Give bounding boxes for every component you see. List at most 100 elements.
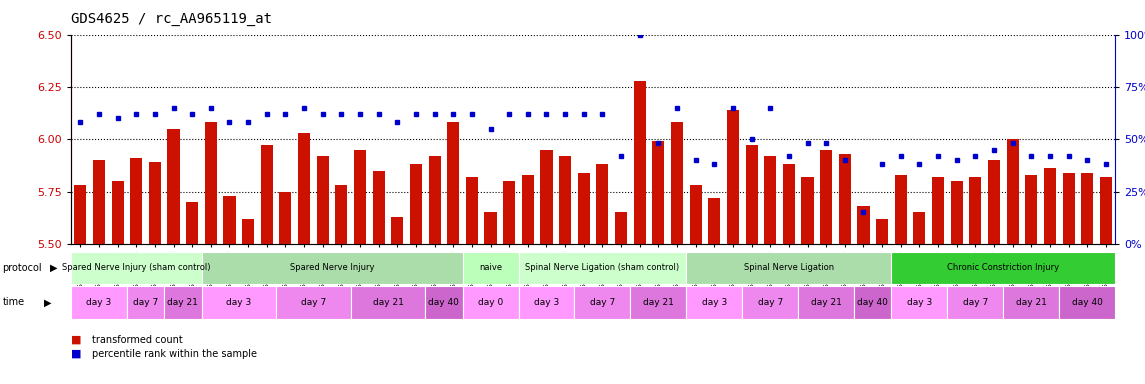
Text: Spinal Nerve Ligation: Spinal Nerve Ligation	[744, 263, 834, 272]
Text: Chronic Constriction Injury: Chronic Constriction Injury	[947, 263, 1059, 272]
Text: day 40: day 40	[428, 298, 459, 307]
Text: time: time	[2, 297, 24, 308]
Bar	[894, 175, 907, 244]
Text: day 7: day 7	[963, 298, 988, 307]
Bar	[709, 198, 720, 244]
Bar	[261, 146, 273, 244]
Bar	[1100, 177, 1112, 244]
Bar	[392, 217, 403, 244]
Bar	[372, 170, 385, 244]
Bar	[1059, 286, 1115, 319]
Bar	[242, 219, 254, 244]
Bar	[615, 212, 627, 244]
Bar	[988, 160, 1000, 244]
Bar	[892, 252, 1115, 284]
Bar	[1081, 173, 1093, 244]
Bar	[839, 154, 851, 244]
Bar	[202, 252, 463, 284]
Text: percentile rank within the sample: percentile rank within the sample	[92, 349, 256, 359]
Text: day 21: day 21	[167, 298, 198, 307]
Text: ▶: ▶	[44, 297, 52, 308]
Bar	[820, 150, 832, 244]
Bar	[519, 286, 575, 319]
Bar	[686, 252, 892, 284]
Bar	[463, 286, 519, 319]
Bar	[279, 192, 292, 244]
Text: protocol: protocol	[2, 263, 42, 273]
Bar	[131, 158, 142, 244]
Text: naive: naive	[479, 263, 503, 272]
Bar	[317, 156, 329, 244]
Bar	[1003, 286, 1059, 319]
Text: day 3: day 3	[534, 298, 559, 307]
Bar	[463, 252, 519, 284]
Bar	[854, 286, 892, 319]
Bar	[914, 212, 925, 244]
Bar	[466, 177, 477, 244]
Bar	[111, 181, 124, 244]
Text: day 7: day 7	[758, 298, 783, 307]
Bar	[519, 252, 686, 284]
Bar	[164, 286, 202, 319]
Bar	[223, 196, 236, 244]
Text: Spinal Nerve Ligation (sham control): Spinal Nerve Ligation (sham control)	[526, 263, 679, 272]
Text: day 3: day 3	[702, 298, 727, 307]
Bar	[276, 286, 350, 319]
Text: day 21: day 21	[643, 298, 673, 307]
Bar	[892, 286, 947, 319]
Bar	[335, 185, 347, 244]
Bar	[1025, 175, 1037, 244]
Bar	[1063, 173, 1075, 244]
Text: day 7: day 7	[133, 298, 158, 307]
Bar	[950, 181, 963, 244]
Bar	[127, 286, 164, 319]
Bar	[202, 286, 276, 319]
Bar	[71, 286, 127, 319]
Bar	[686, 286, 742, 319]
Bar	[167, 129, 180, 244]
Bar	[970, 177, 981, 244]
Bar	[798, 286, 854, 319]
Text: day 21: day 21	[811, 298, 842, 307]
Bar	[802, 177, 814, 244]
Text: day 3: day 3	[907, 298, 932, 307]
Bar	[671, 122, 684, 244]
Bar	[503, 181, 515, 244]
Bar	[764, 156, 776, 244]
Text: ■: ■	[71, 335, 81, 345]
Bar	[350, 286, 425, 319]
Text: day 3: day 3	[86, 298, 111, 307]
Bar	[631, 286, 686, 319]
Text: day 3: day 3	[227, 298, 252, 307]
Bar	[74, 185, 86, 244]
Bar	[1006, 139, 1019, 244]
Bar	[727, 110, 739, 244]
Bar	[484, 212, 497, 244]
Bar	[149, 162, 161, 244]
Bar	[578, 173, 590, 244]
Text: day 40: day 40	[858, 298, 889, 307]
Bar	[448, 122, 459, 244]
Bar	[633, 81, 646, 244]
Text: day 21: day 21	[372, 298, 403, 307]
Bar	[575, 286, 631, 319]
Bar	[858, 206, 869, 244]
Text: ■: ■	[71, 349, 81, 359]
Bar	[354, 150, 366, 244]
Text: day 40: day 40	[1072, 298, 1103, 307]
Bar	[425, 286, 463, 319]
Text: day 7: day 7	[301, 298, 326, 307]
Bar	[93, 160, 105, 244]
Bar	[71, 252, 202, 284]
Bar	[187, 202, 198, 244]
Bar	[745, 146, 758, 244]
Bar	[932, 177, 945, 244]
Text: day 0: day 0	[477, 298, 503, 307]
Text: day 21: day 21	[1016, 298, 1047, 307]
Bar	[540, 150, 553, 244]
Bar	[298, 133, 310, 244]
Bar	[689, 185, 702, 244]
Bar	[742, 286, 798, 319]
Bar	[410, 164, 423, 244]
Bar	[522, 175, 534, 244]
